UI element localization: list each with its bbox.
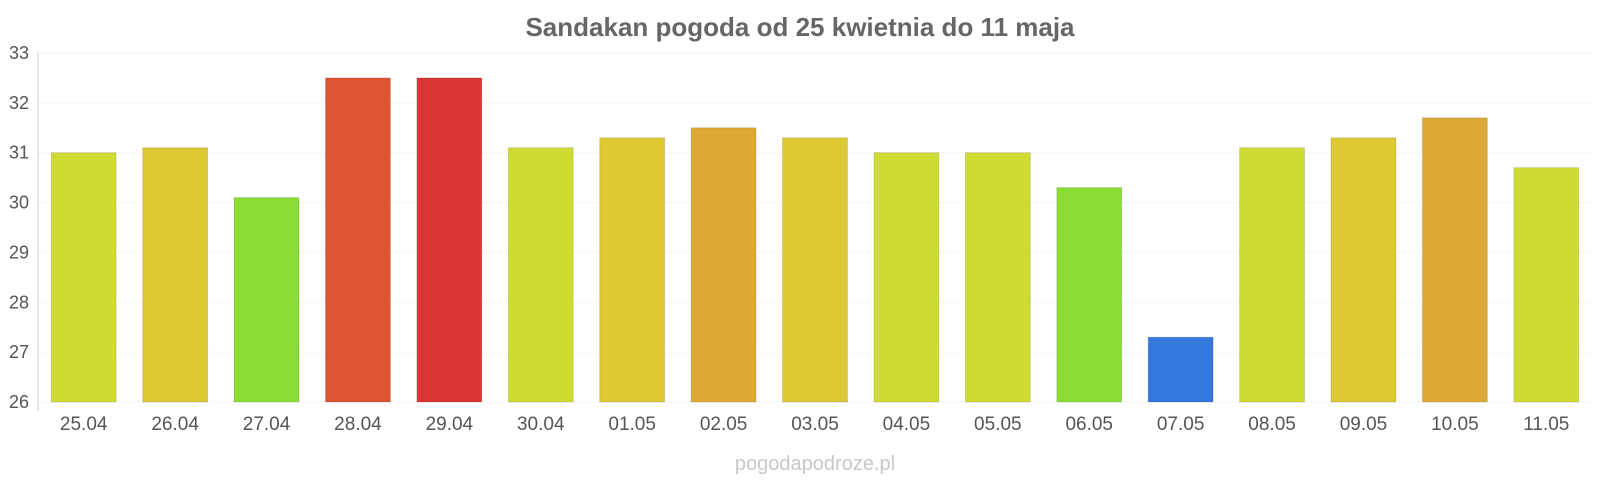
y-tick-label: 32 bbox=[9, 93, 29, 113]
bar-11.05 bbox=[1513, 167, 1580, 403]
x-tick-label: 03.05 bbox=[791, 414, 839, 435]
bar-04.05 bbox=[873, 152, 940, 403]
x-tick-label: 28.04 bbox=[334, 414, 382, 435]
y-axis-ticks: 26 27 28 29 30 31 32 33 bbox=[9, 43, 29, 412]
bar-27.04 bbox=[233, 197, 300, 403]
y-tick-label: 28 bbox=[9, 292, 29, 312]
x-tick-label: 08.05 bbox=[1248, 414, 1296, 435]
bar-10.05 bbox=[1421, 117, 1488, 403]
bar-05.05 bbox=[964, 152, 1031, 403]
x-tick-label: 26.04 bbox=[151, 414, 199, 435]
y-tick-label: 31 bbox=[9, 143, 29, 163]
y-tick-label: 26 bbox=[9, 392, 29, 412]
y-tick-label: 30 bbox=[9, 193, 29, 213]
bar-03.05 bbox=[782, 137, 848, 403]
chart-title: Sandakan pogoda od 25 kwietnia do 11 maj… bbox=[525, 12, 1075, 42]
bar-09.05 bbox=[1330, 137, 1397, 403]
x-tick-label: 07.05 bbox=[1157, 414, 1205, 435]
bar-08.05 bbox=[1239, 147, 1306, 403]
bar-28.04 bbox=[324, 77, 391, 403]
bar-25.04 bbox=[50, 152, 117, 403]
bar-26.04 bbox=[142, 147, 209, 403]
x-tick-label: 06.05 bbox=[1065, 414, 1113, 435]
x-tick-label: 01.05 bbox=[608, 414, 656, 435]
x-axis-ticks: 25.04 26.04 27.04 28.04 29.04 30.04 01.05 02.05… bbox=[60, 414, 1569, 435]
x-tick-label: 29.04 bbox=[426, 414, 474, 435]
y-tick-label: 33 bbox=[9, 43, 29, 63]
y-tick-label: 29 bbox=[9, 242, 29, 262]
x-tick-label: 02.05 bbox=[700, 414, 748, 435]
x-tick-label: 25.04 bbox=[60, 414, 108, 435]
bar-29.04 bbox=[416, 77, 483, 403]
x-tick-label: 11.05 bbox=[1523, 414, 1569, 435]
bar-02.05 bbox=[690, 127, 757, 403]
y-tick-label: 27 bbox=[9, 342, 29, 362]
x-tick-label: 30.04 bbox=[517, 414, 565, 435]
bar-06.05 bbox=[1056, 187, 1123, 403]
x-tick-label: 04.05 bbox=[883, 414, 931, 435]
bar-07.05 bbox=[1147, 336, 1214, 403]
bar-01.05 bbox=[599, 137, 666, 403]
bar-30.04 bbox=[507, 147, 574, 403]
x-tick-label: 27.04 bbox=[243, 414, 291, 435]
bars bbox=[50, 77, 1580, 403]
x-tick-label: 05.05 bbox=[974, 414, 1022, 435]
x-tick-label: 09.05 bbox=[1340, 414, 1388, 435]
x-tick-label: 10.05 bbox=[1431, 414, 1479, 435]
watermark: pogodapodroze.pl bbox=[735, 453, 895, 475]
